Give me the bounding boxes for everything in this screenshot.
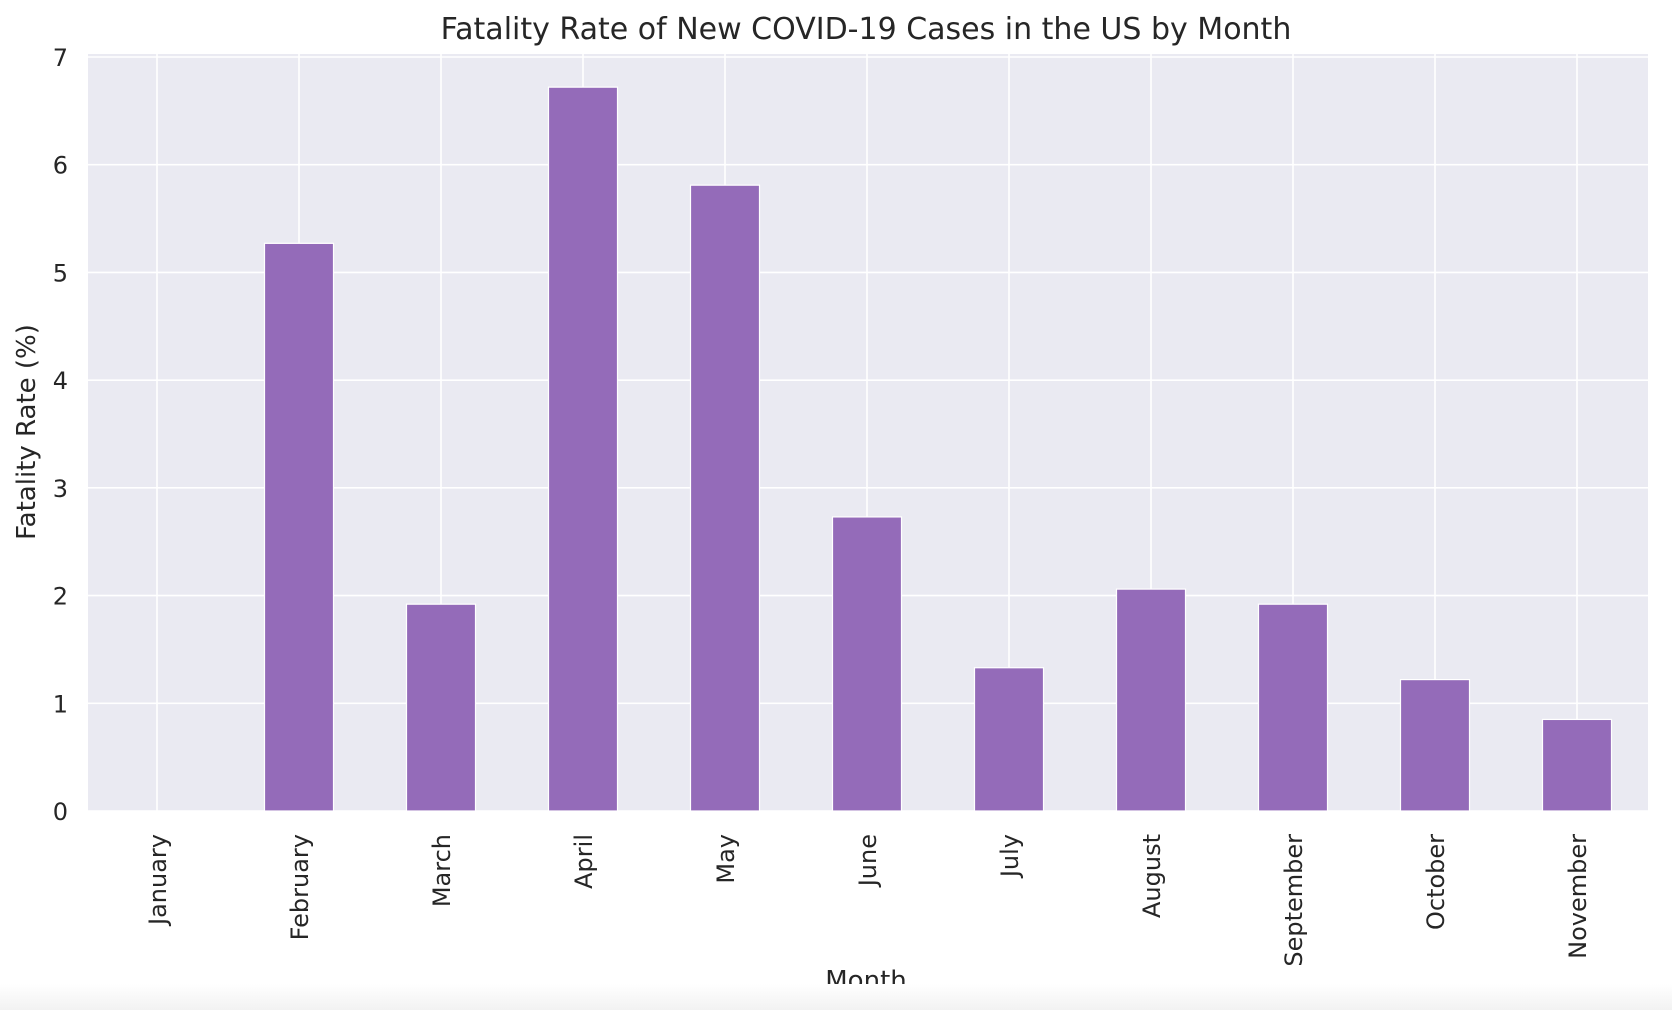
x-tick-label-august: August (1138, 834, 1166, 918)
x-tick-label-june: June (854, 834, 882, 888)
x-tick-label-january: January (144, 834, 172, 927)
window-bottom-edge (0, 984, 1672, 1010)
bar-october (1399, 678, 1471, 812)
y-tick-label: 0 (53, 798, 68, 826)
x-tick-label-october: October (1422, 834, 1450, 930)
x-tick-label-april: April (570, 834, 598, 889)
x-tick-label-may: May (712, 834, 740, 884)
x-tick-labels: January February March April May June July Augu… (144, 834, 1592, 967)
bar-september (1257, 603, 1329, 812)
x-tick-label-september: September (1280, 834, 1308, 967)
y-tick-label: 5 (53, 259, 68, 287)
y-tick-label: 7 (53, 44, 68, 72)
bar-april (547, 86, 619, 812)
bar-may (689, 184, 761, 812)
x-tick-label-march: March (428, 834, 456, 907)
x-tick-label-july: July (996, 834, 1024, 879)
y-tick-label: 4 (53, 367, 68, 395)
bar-february (263, 242, 335, 812)
bar-june (831, 516, 903, 812)
bar-july (973, 667, 1045, 812)
x-tick-label-november: November (1564, 834, 1592, 959)
x-tick-label-february: February (286, 834, 314, 940)
y-tick-label: 1 (53, 690, 68, 718)
y-tick-label: 2 (53, 583, 68, 611)
y-tick-label: 6 (53, 152, 68, 180)
chart-title: Fatality Rate of New COVID-19 Cases in t… (441, 12, 1292, 47)
y-tick-labels: 0 1 2 3 4 5 6 7 (53, 44, 68, 826)
bar-november (1541, 718, 1613, 812)
y-tick-label: 3 (53, 475, 68, 503)
bar-march (405, 603, 477, 812)
bars (263, 86, 1613, 812)
bar-august (1115, 588, 1187, 812)
y-axis-label: Fatality Rate (%) (12, 324, 42, 540)
